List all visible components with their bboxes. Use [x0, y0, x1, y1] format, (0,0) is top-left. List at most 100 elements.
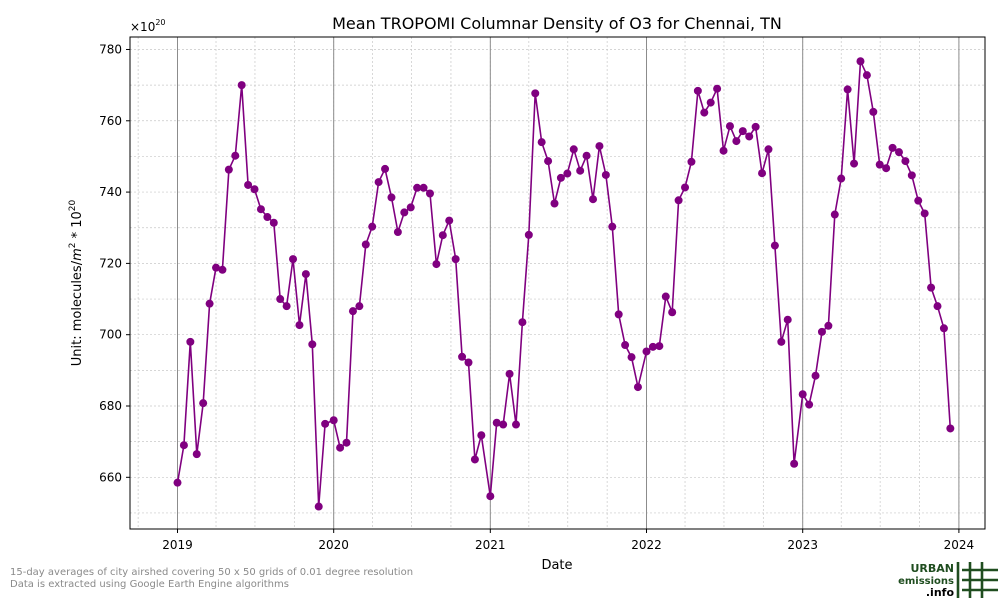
data-point — [882, 164, 891, 173]
data-point — [321, 419, 330, 428]
data-point — [556, 173, 565, 182]
data-point — [621, 341, 630, 350]
x-tick-label: 2024 — [944, 538, 975, 552]
data-point — [486, 492, 495, 501]
data-point — [400, 208, 409, 217]
data-point — [387, 193, 396, 202]
data-point — [700, 108, 709, 117]
data-point — [419, 183, 428, 192]
data-point — [777, 337, 786, 346]
data-point — [706, 98, 715, 107]
data-point — [374, 178, 383, 187]
data-point — [798, 390, 807, 399]
y-axis-label: Unit: molecules/m2 * 1020 — [68, 199, 85, 366]
data-point — [544, 157, 553, 166]
y-tick-label: 720 — [99, 256, 122, 270]
y-axis-label-mid: * 10 — [70, 211, 85, 242]
series-layer — [173, 57, 955, 511]
urbanemissions-logo: URBAN emissions .info — [898, 562, 998, 599]
data-point — [608, 222, 617, 231]
data-point — [875, 160, 884, 169]
data-point — [524, 230, 533, 239]
data-point — [276, 295, 285, 304]
data-point — [805, 400, 814, 409]
series-line — [176, 60, 952, 508]
data-point — [458, 352, 467, 361]
data-point — [179, 441, 188, 450]
logo-text-emissions: emissions — [898, 576, 954, 587]
data-point — [946, 424, 955, 433]
hash-icon — [956, 562, 998, 598]
data-point — [888, 143, 897, 152]
axis-ticks: 2019 2020 2021 2022 2023 2024 660 680 700 720 740 7… — [99, 42, 974, 552]
data-point — [627, 353, 636, 362]
data-point — [329, 416, 338, 425]
data-point — [295, 321, 304, 330]
data-point — [505, 369, 514, 378]
data-point — [199, 399, 208, 408]
logo-text-info: .info — [926, 586, 955, 599]
data-point — [582, 151, 591, 160]
data-point — [499, 420, 508, 429]
data-point — [681, 183, 690, 192]
data-point — [595, 142, 604, 151]
data-point — [406, 203, 415, 212]
y-tick-label: 660 — [99, 470, 122, 484]
data-point — [445, 216, 454, 225]
data-point — [563, 169, 572, 178]
data-point — [186, 337, 195, 346]
plot-frame — [129, 36, 986, 530]
y-tick-label: 740 — [99, 185, 122, 199]
data-point — [224, 165, 233, 174]
y-tick-label: 680 — [99, 399, 122, 413]
data-point — [250, 185, 259, 194]
data-point — [764, 145, 773, 154]
y-offset-base: ×10 — [130, 20, 155, 34]
data-point — [830, 210, 839, 219]
data-point — [614, 310, 623, 319]
data-point — [914, 196, 923, 205]
y-tick-label: 780 — [99, 42, 122, 56]
y-tick-label: 760 — [99, 114, 122, 128]
data-point — [601, 170, 610, 179]
data-point — [824, 321, 833, 330]
x-tick-label: 2020 — [318, 538, 349, 552]
data-point — [869, 107, 878, 116]
x-tick-label: 2019 — [162, 538, 193, 552]
data-point — [856, 57, 865, 66]
x-tick-label: 2023 — [787, 538, 818, 552]
data-point — [693, 86, 702, 95]
data-point — [244, 180, 253, 189]
data-point — [894, 148, 903, 157]
data-point — [725, 122, 734, 131]
data-point — [901, 157, 910, 166]
data-point — [470, 455, 479, 464]
data-point — [432, 260, 441, 269]
data-point — [537, 138, 546, 147]
data-point — [550, 199, 559, 208]
data-point — [477, 431, 486, 440]
data-point — [355, 302, 364, 311]
data-point — [348, 307, 357, 316]
data-point — [668, 308, 677, 317]
data-point — [642, 347, 651, 356]
data-point — [492, 418, 501, 427]
data-point — [308, 340, 317, 349]
data-point — [933, 302, 942, 311]
x-tick-label: 2021 — [475, 538, 506, 552]
data-point — [719, 146, 728, 155]
data-point — [368, 222, 377, 231]
data-point — [907, 171, 916, 180]
data-point — [314, 502, 323, 511]
data-point — [758, 169, 767, 178]
data-point — [927, 283, 936, 292]
data-point — [850, 159, 859, 168]
data-point — [648, 342, 657, 351]
data-point — [342, 438, 351, 447]
data-point — [173, 478, 182, 487]
y-axis-label-exp: 20 — [68, 199, 78, 211]
data-point — [393, 228, 402, 237]
data-point — [231, 151, 240, 160]
data-point — [256, 205, 265, 214]
data-point — [713, 84, 722, 93]
